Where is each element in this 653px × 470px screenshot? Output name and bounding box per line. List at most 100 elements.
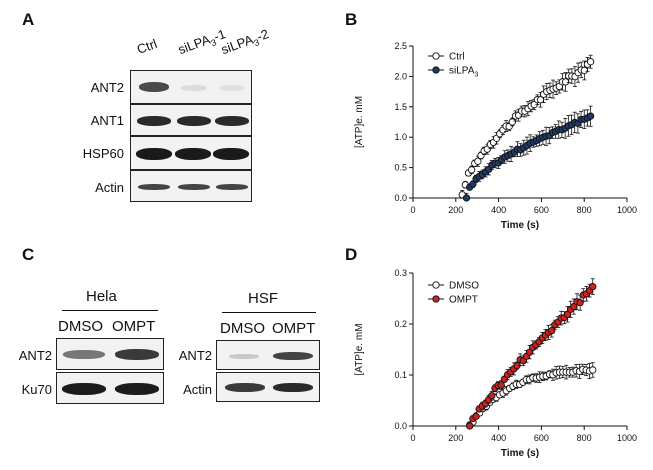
band-dmso <box>63 350 105 359</box>
y-axis-label: [ATP]e. mM <box>354 96 365 148</box>
legend-label: DMSO <box>449 281 479 292</box>
band-ompt <box>115 383 159 395</box>
legend-label: OMPT <box>449 295 478 306</box>
y-tick-label: 0.5 <box>394 163 407 173</box>
band-ctrl <box>136 148 172 160</box>
data-point <box>467 166 476 174</box>
data-point <box>497 381 505 389</box>
hsf-row-label-ant2: ANT2 <box>178 348 212 363</box>
band-silpa3-1 <box>181 85 207 91</box>
band-dmso <box>229 354 259 359</box>
hela-blot-ant2 <box>56 338 164 370</box>
panel-a-letter: A <box>22 10 35 29</box>
series-dmso <box>466 362 597 429</box>
y-tick-label: 0.0 <box>394 421 407 431</box>
lane-label-ctrl: Ctrl <box>135 36 159 57</box>
blot-actin <box>130 170 252 202</box>
x-tick-label: 1000 <box>617 205 637 215</box>
x-tick-label: 400 <box>491 205 506 215</box>
band-ompt <box>273 352 313 360</box>
hela-title: Hela <box>86 288 117 305</box>
series-ompt <box>466 278 597 430</box>
x-tick-label: 600 <box>534 205 549 215</box>
hela-row-label-ku70: Ku70 <box>21 382 52 397</box>
data-point <box>488 392 496 400</box>
band-silpa3-2 <box>213 148 249 160</box>
blot-row-label-actin: Actin <box>95 180 124 195</box>
series-ctrl <box>458 54 595 199</box>
band-dmso <box>62 383 106 395</box>
data-point <box>589 366 597 374</box>
band-silpa3-1 <box>177 116 211 126</box>
blot-row-label-ant2: ANT2 <box>90 80 124 95</box>
data-point <box>472 412 480 421</box>
hela-lane-ompt: OMPT <box>112 318 156 335</box>
series-silpa3 <box>462 105 595 202</box>
blot-hsp60 <box>130 136 252 170</box>
band-silpa3-2 <box>219 85 245 91</box>
x-tick-label: 600 <box>534 433 549 443</box>
x-tick-label: 1000 <box>617 433 637 443</box>
panel-d-letter: D <box>345 245 358 264</box>
y-tick-label: 1.0 <box>394 132 407 142</box>
x-tick-label: 0 <box>410 205 415 215</box>
data-point <box>576 298 584 307</box>
band-ompt <box>273 383 313 392</box>
blot-ant2 <box>130 70 252 104</box>
legend-label-subscript: 3 <box>474 72 478 79</box>
band-dmso <box>225 383 265 392</box>
legend-marker <box>432 66 440 74</box>
band-silpa3-1 <box>178 184 210 190</box>
hela-underline <box>62 310 158 311</box>
band-ctrl <box>137 116 171 126</box>
band-silpa3-2 <box>216 184 248 190</box>
hsf-lane-ompt: OMPT <box>272 320 316 337</box>
x-axis-label: Time (s) <box>501 448 539 459</box>
y-tick-label: 1.5 <box>394 102 407 112</box>
chart-d: 0 200 400 600 800 1000 0.0 0.1 0.2 0.3 Time (s) [AT… <box>354 268 637 459</box>
data-point <box>586 58 595 66</box>
blot-row-label-hsp60: HSP60 <box>82 146 124 161</box>
band-ctrl <box>138 184 170 190</box>
legend-marker <box>432 52 440 60</box>
x-tick-label: 200 <box>448 433 463 443</box>
hsf-title: HSF <box>248 290 278 307</box>
x-tick-label: 800 <box>577 433 592 443</box>
hela-row-label-ant2: ANT2 <box>18 348 52 363</box>
lane-label-text: siLPA <box>175 31 213 58</box>
x-tick-label: 800 <box>577 205 592 215</box>
y-axis-label: [ATP]e. mM <box>354 323 365 375</box>
legend-marker <box>432 281 440 289</box>
data-point <box>466 422 474 430</box>
data-point <box>508 118 516 126</box>
y-tick-label: 0.1 <box>394 370 407 380</box>
data-point <box>474 157 482 165</box>
hela-blot-ku70 <box>56 372 164 404</box>
legend-label: siLPA3 <box>449 66 478 79</box>
legend-marker <box>432 295 440 303</box>
x-axis-label: Time (s) <box>501 220 539 231</box>
x-tick-label: 0 <box>410 433 415 443</box>
x-tick-label: 200 <box>448 205 463 215</box>
lane-label-silpa3-2: siLPA3-2 <box>219 26 272 59</box>
data-point <box>462 194 471 202</box>
data-point <box>548 327 556 335</box>
band-silpa3-2 <box>215 116 249 126</box>
y-tick-label: 2.5 <box>394 41 407 51</box>
data-point <box>580 66 589 75</box>
panel-b-letter: B <box>345 10 358 29</box>
hsf-row-label-actin: Actin <box>183 382 212 397</box>
legend-label: Ctrl <box>449 52 465 63</box>
y-tick-label: 0.3 <box>394 268 407 278</box>
data-point <box>589 283 597 291</box>
data-point <box>561 78 570 86</box>
hela-lane-dmso: DMSO <box>58 318 103 335</box>
y-tick-label: 2.0 <box>394 71 407 81</box>
hsf-lane-dmso: DMSO <box>220 320 265 337</box>
x-tick-label: 400 <box>491 433 506 443</box>
hsf-blot-ant2 <box>216 340 320 370</box>
band-silpa3-1 <box>175 148 211 160</box>
band-ompt <box>115 349 159 360</box>
data-point <box>586 112 595 120</box>
blot-ant1 <box>130 104 252 136</box>
